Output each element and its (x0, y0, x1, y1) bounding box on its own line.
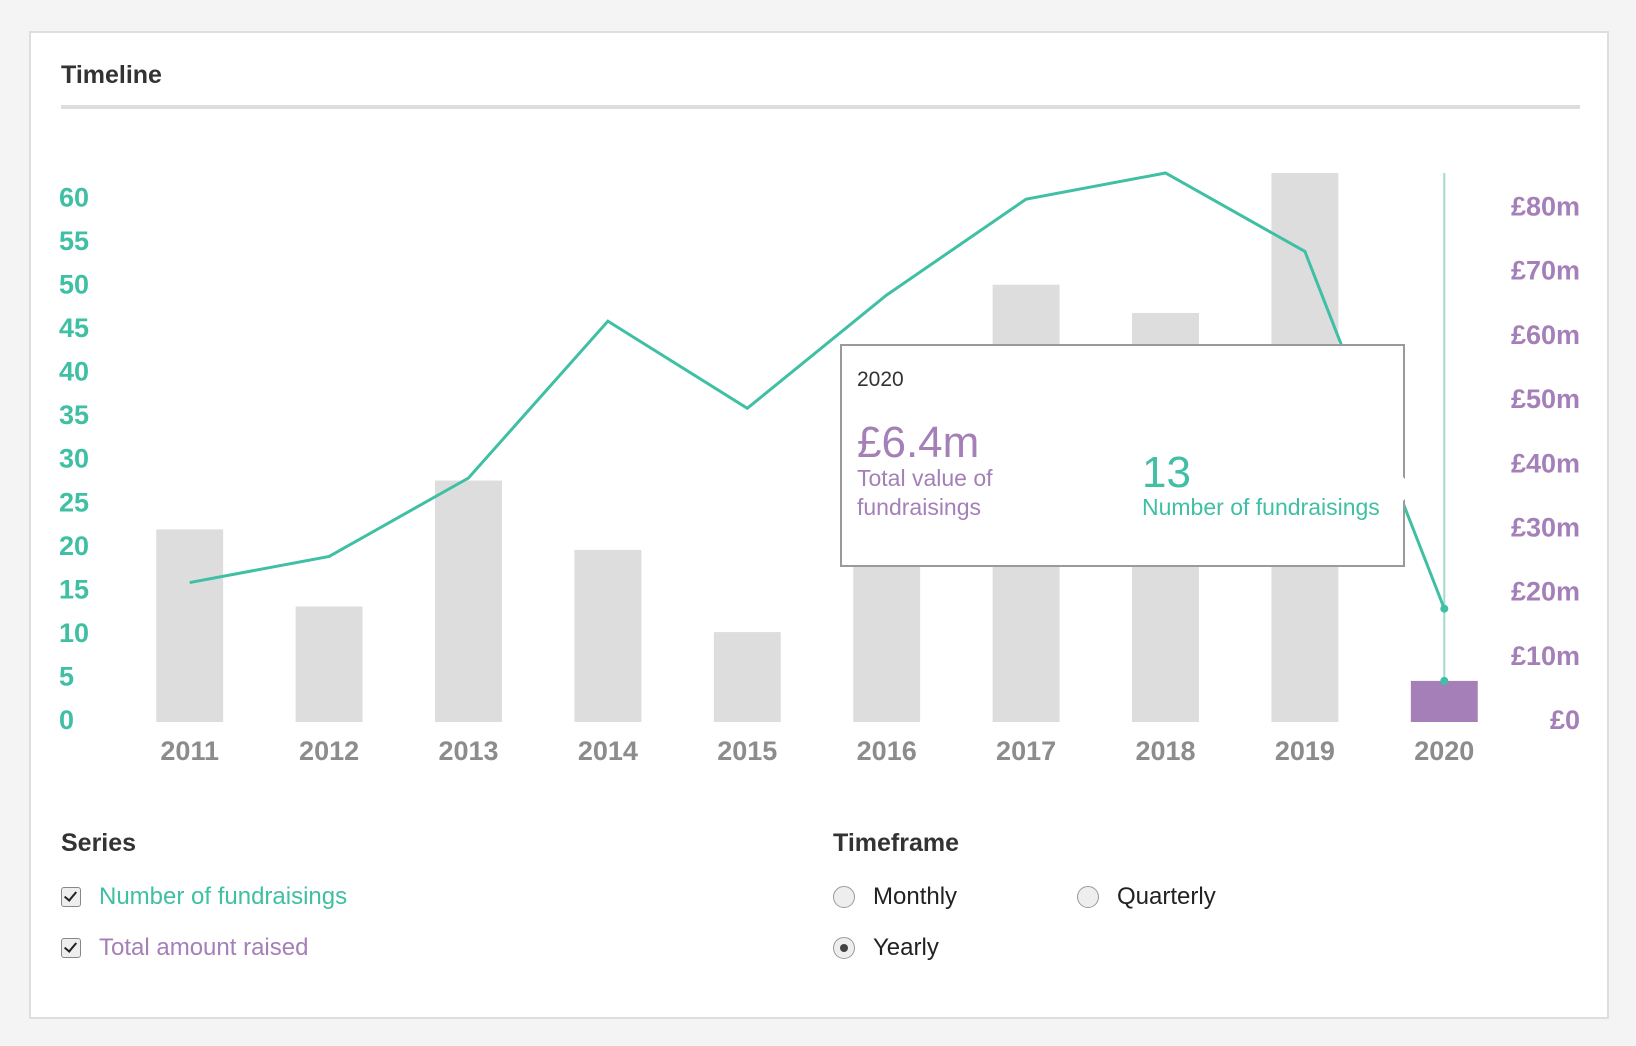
y-tick-label: 35 (59, 400, 89, 430)
y-tick-label: 50 (59, 269, 89, 299)
radio[interactable] (1077, 886, 1099, 908)
y2-tick-label: £40m (1511, 448, 1580, 478)
y-tick-label: 15 (59, 574, 89, 604)
y-tick-label: 10 (59, 618, 89, 648)
y2-tick-label: £80m (1511, 191, 1580, 221)
x-tick-label: 2019 (1275, 736, 1335, 766)
tooltip: 2020 £6.4m Total value of fundraisings 1… (840, 344, 1405, 567)
highlight-dot (1440, 604, 1449, 613)
bar (713, 632, 781, 722)
x-tick-label: 2017 (996, 736, 1056, 766)
y2-tick-label: £60m (1511, 320, 1580, 350)
timeframe-option[interactable]: Quarterly (1077, 883, 1216, 911)
y2-tick-label: £20m (1511, 577, 1580, 607)
y-tick-label: 25 (59, 487, 89, 517)
y2-tick-label: £30m (1511, 512, 1580, 542)
panel-title: Timeline (61, 61, 162, 89)
series-toggle[interactable]: Number of fundraisings (61, 883, 347, 911)
series-label: Number of fundraisings (99, 883, 348, 910)
series-label: Total amount raised (99, 934, 309, 961)
x-tick-label: 2015 (717, 736, 777, 766)
highlight-dot (1440, 676, 1449, 685)
tooltip-value: 13 (1142, 448, 1191, 497)
x-tick-label: 2014 (578, 736, 638, 766)
tooltip-value: £6.4m (857, 418, 980, 467)
x-tick-label: 2016 (857, 736, 917, 766)
y-tick-label: 60 (59, 182, 89, 212)
bar (1410, 680, 1478, 722)
checkbox[interactable] (61, 887, 81, 907)
bar (435, 480, 502, 722)
series-heading: Series (61, 829, 137, 857)
title-rule (61, 105, 1580, 109)
timeframe-option[interactable]: Monthly (833, 883, 957, 911)
timeline-panel: Timeline 0 5 10 15 20 25 30 35 40 45 50 55 60 £0 £10m £… (29, 31, 1609, 1019)
tooltip-category: 2020 (857, 368, 904, 391)
y-tick-label: 0 (59, 705, 74, 735)
x-tick-label: 2011 (160, 736, 219, 766)
x-tick-label: 2012 (299, 736, 359, 766)
tooltip-label: Total value of fundraisings (857, 465, 993, 520)
timeframe-option[interactable]: Yearly (833, 934, 939, 962)
timeframe-label: Monthly (873, 883, 958, 910)
y2-tick-label: £10m (1511, 641, 1580, 671)
timeframe-heading: Timeframe (833, 829, 959, 857)
tooltip-label: Number of fundraisings (1142, 494, 1380, 520)
checkbox[interactable] (61, 938, 81, 958)
x-tick-label: 2013 (438, 736, 498, 766)
y2-tick-label: £70m (1511, 256, 1580, 286)
y-tick-label: 5 (59, 662, 74, 692)
y-tick-label: 40 (59, 357, 89, 387)
bar (156, 529, 224, 722)
y-tick-label: 55 (59, 226, 89, 256)
y2-tick-label: £50m (1511, 384, 1580, 414)
series-toggle[interactable]: Total amount raised (61, 934, 308, 962)
radio[interactable] (833, 937, 855, 959)
radio[interactable] (833, 886, 855, 908)
y2-tick-label: £0 (1550, 705, 1580, 735)
tooltip-arrow (1399, 473, 1415, 505)
line (189, 171, 1446, 610)
x-tick-label: 2020 (1414, 736, 1474, 766)
y-tick-label: 30 (59, 444, 89, 474)
timeframe-label: Yearly (873, 934, 939, 961)
y-tick-label: 20 (59, 531, 89, 561)
bar (295, 606, 363, 722)
y-tick-label: 45 (59, 313, 89, 343)
x-tick-label: 2018 (1135, 736, 1195, 766)
bar (574, 549, 642, 722)
timeframe-label: Quarterly (1117, 883, 1216, 910)
